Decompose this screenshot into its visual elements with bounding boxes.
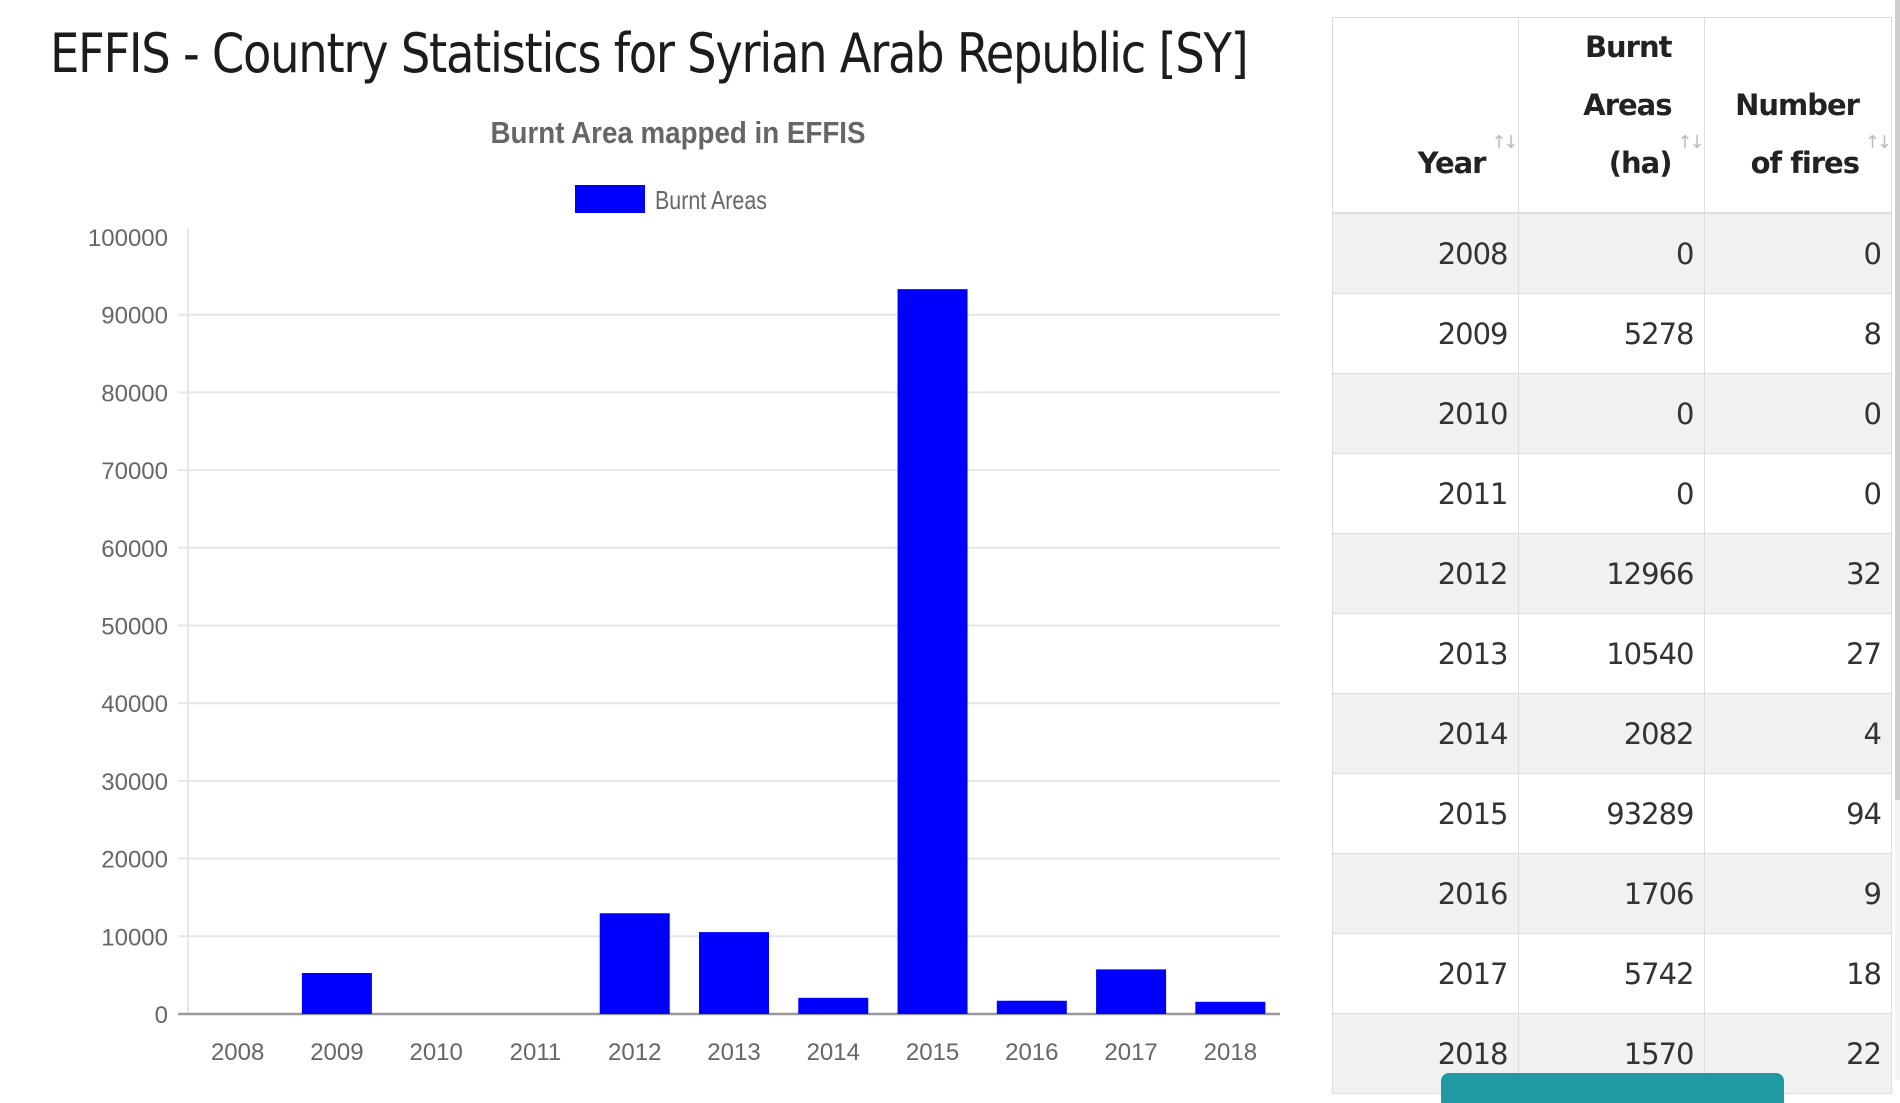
header-line-2: Areas (ha) — [1583, 88, 1672, 180]
y-tick-label: 100000 — [88, 225, 168, 252]
y-tick-label: 20000 — [101, 847, 168, 874]
x-tick-label: 2013 — [707, 1039, 760, 1066]
y-tick-label: 10000 — [101, 924, 168, 951]
table-row: 2008 0 0 — [1333, 212, 1891, 294]
year-cell: 2009 — [1333, 293, 1519, 374]
year-cell: 2014 — [1333, 693, 1519, 774]
fires-cell: 8 — [1704, 293, 1891, 374]
scrollbar-thumb[interactable] — [1895, 0, 1900, 800]
bars — [301, 289, 1266, 1014]
sort-icon[interactable]: ↑↓ — [1864, 132, 1892, 153]
burnt-area-cell: 2082 — [1518, 693, 1705, 774]
burnt-area-cell: 0 — [1518, 453, 1705, 534]
table-body: 2008 0 0 2009 5278 8 2010 0 0 2011 0 0 2012 12966 32 20… — [1333, 212, 1891, 1093]
burnt-area-cell: 5278 — [1518, 293, 1705, 374]
fires-cell: 0 — [1704, 373, 1891, 454]
year-cell: 2017 — [1333, 933, 1519, 1014]
x-tick-label: 2015 — [906, 1039, 959, 1066]
sort-icon[interactable]: ↑↓ — [1491, 132, 1518, 153]
table-row: 2010 0 0 — [1333, 373, 1891, 454]
x-tick-label: 2018 — [1204, 1039, 1257, 1066]
column-header-1[interactable]: Burnt Areas (ha) ↑↓ — [1518, 18, 1705, 214]
y-tick-label: 60000 — [101, 536, 168, 563]
page-title: EFFIS - Country Statistics for Syrian Ar… — [50, 22, 1249, 85]
y-tick-label: 0 — [155, 1002, 168, 1029]
header-line-2: Year — [1417, 146, 1487, 180]
x-axis-ticks: 2008 2009 2010 2011 2012 2013 2014 2015 2016 2017… — [211, 1039, 1257, 1066]
bar-2013[interactable] — [699, 932, 769, 1014]
table-row: 2015 93289 94 — [1333, 773, 1891, 854]
table-row: 2013 10540 27 — [1333, 613, 1891, 694]
burnt-area-chart: Burnt Area mapped in EFFIS Burnt Areas 0… — [88, 115, 1280, 1066]
legend-label: Burnt Areas — [655, 185, 767, 215]
burnt-area-cell: 10540 — [1518, 613, 1705, 694]
year-cell: 2011 — [1333, 453, 1519, 534]
bar-2012[interactable] — [599, 913, 670, 1014]
column-header-2[interactable]: Number of fires ↑↓ — [1704, 18, 1892, 214]
legend[interactable]: Burnt Areas — [575, 185, 767, 215]
legend-swatch — [575, 185, 645, 213]
fires-cell: 18 — [1704, 933, 1891, 1014]
year-cell: 2012 — [1333, 533, 1519, 614]
fires-cell: 32 — [1704, 533, 1891, 614]
y-tick-label: 40000 — [101, 691, 168, 718]
header-line-2: of fires — [1750, 146, 1860, 180]
table-row: 2009 5278 8 — [1333, 293, 1891, 374]
fires-cell: 0 — [1704, 212, 1891, 294]
year-cell: 2016 — [1333, 853, 1519, 934]
y-tick-label: 90000 — [101, 303, 168, 330]
x-tick-label: 2010 — [409, 1039, 462, 1066]
header-line-1: Burnt — [1584, 30, 1673, 64]
table-row: 2017 5742 18 — [1333, 933, 1891, 1014]
sort-icon[interactable]: ↑↓ — [1677, 132, 1704, 153]
table-row: 2012 12966 32 — [1333, 533, 1891, 614]
statistics-table: Year ↑↓ Burnt Areas (ha) ↑↓ Number of fires ↑↓ … — [1332, 17, 1892, 1094]
y-tick-label: 80000 — [101, 380, 168, 407]
table-header-row: Year ↑↓ Burnt Areas (ha) ↑↓ Number of fires ↑↓ — [1333, 18, 1892, 214]
fires-cell: 9 — [1704, 853, 1891, 934]
bar-2016[interactable] — [996, 1000, 1067, 1014]
chart-title: Burnt Area mapped in EFFIS — [491, 115, 866, 150]
column-header-label: Year — [1418, 76, 1504, 192]
fires-cell: 94 — [1704, 773, 1891, 854]
y-tick-label: 30000 — [101, 769, 168, 796]
burnt-area-cell: 0 — [1518, 212, 1705, 294]
bar-2018[interactable] — [1195, 1001, 1266, 1014]
gridlines — [178, 229, 1280, 1016]
y-tick-label: 70000 — [101, 458, 168, 485]
x-tick-label: 2009 — [310, 1039, 363, 1066]
column-header-label: Number of fires — [1735, 76, 1877, 192]
burnt-area-cell: 12966 — [1518, 533, 1705, 614]
year-cell: 2008 — [1333, 212, 1519, 294]
burnt-area-cell: 5742 — [1518, 933, 1705, 1014]
y-axis-ticks: 0 10000 20000 30000 40000 50000 60000 70000 8000… — [88, 225, 168, 1029]
x-tick-label: 2017 — [1104, 1039, 1157, 1066]
column-header-label: Burnt Areas (ha) — [1527, 18, 1690, 192]
column-header-0[interactable]: Year ↑↓ — [1333, 18, 1519, 214]
y-tick-label: 50000 — [101, 614, 168, 641]
table-row: 2011 0 0 — [1333, 453, 1891, 534]
x-tick-label: 2011 — [510, 1039, 562, 1066]
x-tick-label: 2016 — [1005, 1039, 1058, 1066]
x-tick-label: 2012 — [608, 1039, 661, 1066]
bar-2009[interactable] — [301, 972, 372, 1014]
burnt-area-cell: 0 — [1518, 373, 1705, 454]
year-cell: 2015 — [1333, 773, 1519, 854]
x-tick-label: 2014 — [807, 1039, 860, 1066]
year-cell: 2010 — [1333, 373, 1519, 454]
bar-2017[interactable] — [1096, 969, 1167, 1014]
action-button[interactable] — [1441, 1073, 1784, 1103]
bar-2015[interactable] — [897, 289, 968, 1014]
bar-2014[interactable] — [798, 997, 869, 1014]
fires-cell: 0 — [1704, 453, 1891, 534]
table-row: 2016 1706 9 — [1333, 853, 1891, 934]
table-row: 2014 2082 4 — [1333, 693, 1891, 774]
burnt-area-cell: 93289 — [1518, 773, 1705, 854]
fires-cell: 27 — [1704, 613, 1891, 694]
burnt-area-cell: 1706 — [1518, 853, 1705, 934]
header-line-1: Number — [1735, 88, 1860, 122]
x-tick-label: 2008 — [211, 1039, 264, 1066]
year-cell: 2013 — [1333, 613, 1519, 694]
fires-cell: 4 — [1704, 693, 1891, 774]
